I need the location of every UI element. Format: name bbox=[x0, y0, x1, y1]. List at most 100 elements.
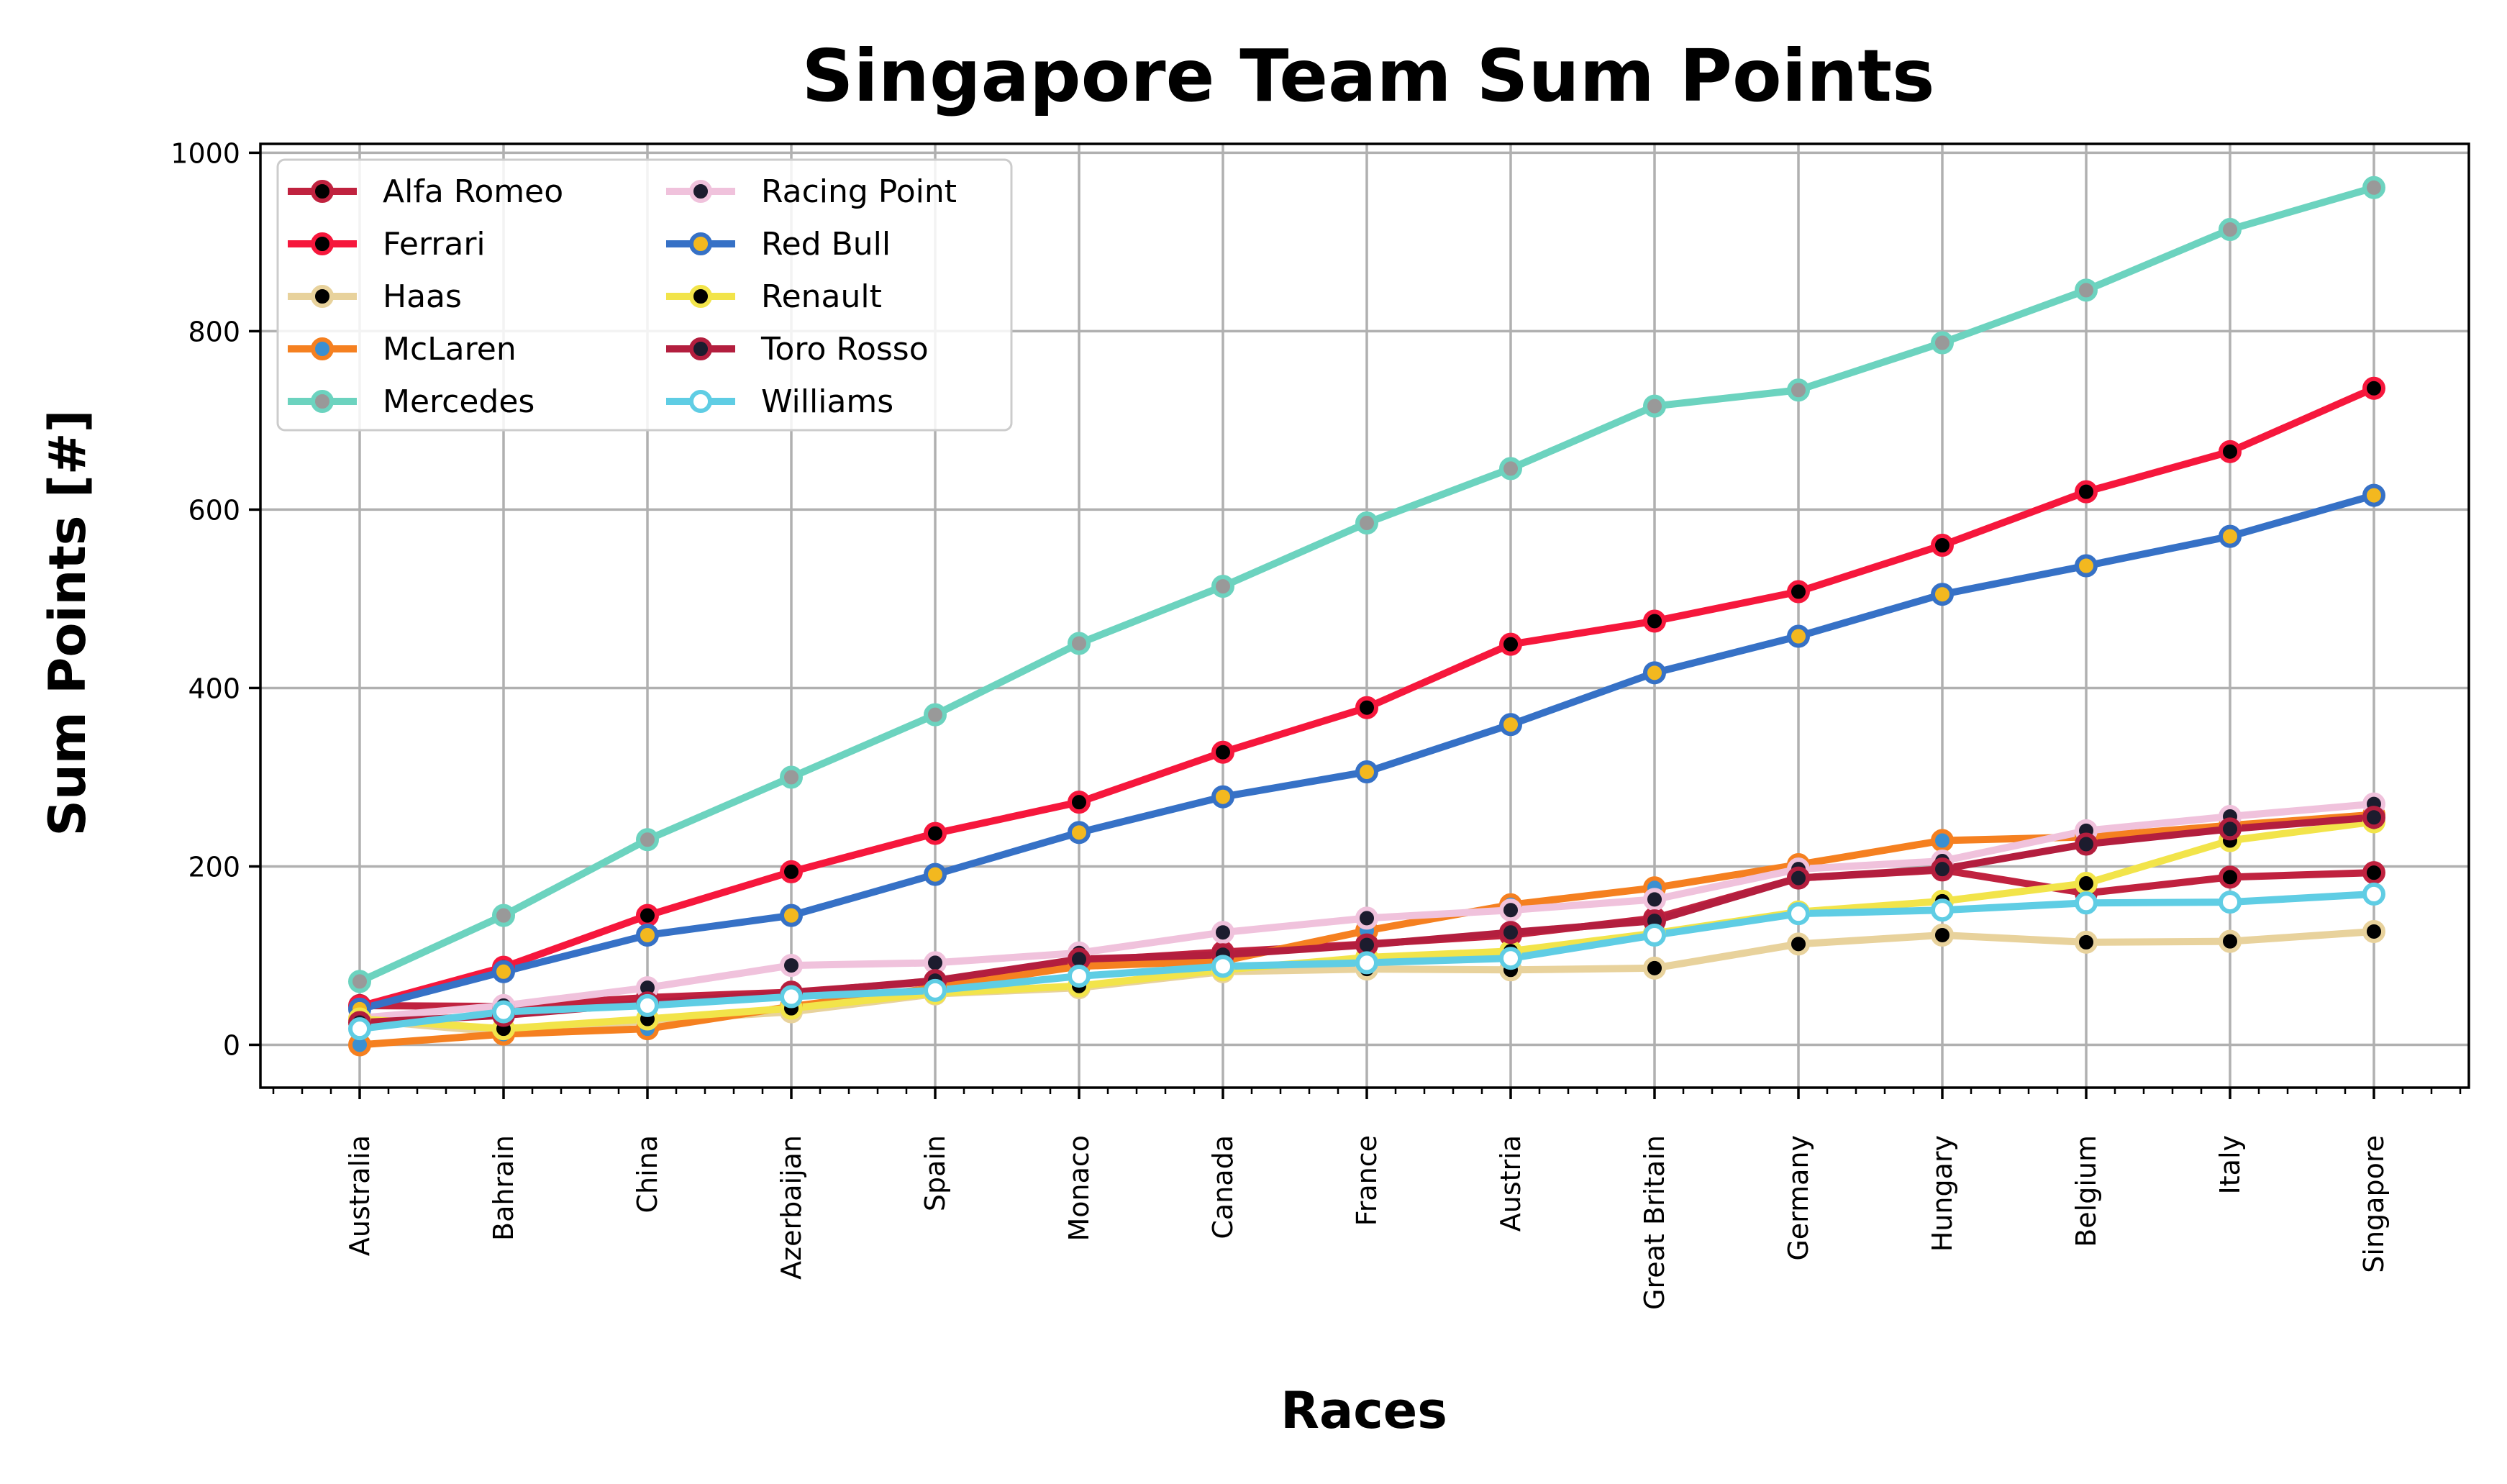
data-point bbox=[780, 903, 803, 927]
data-point bbox=[1355, 951, 1378, 975]
data-point bbox=[2219, 440, 2242, 463]
data-point bbox=[2075, 891, 2098, 915]
y-tick-label: 1000 bbox=[170, 137, 240, 169]
legend-label: Renault bbox=[761, 278, 882, 315]
legend-label: Mercedes bbox=[383, 383, 534, 420]
legend-swatch-marker bbox=[689, 390, 712, 413]
legend: Alfa Romeo Ferrari Haas McLaren Mercedes Raci… bbox=[276, 158, 1013, 432]
data-point bbox=[2362, 919, 2385, 943]
data-point bbox=[1355, 760, 1378, 784]
data-point bbox=[1355, 906, 1378, 930]
y-tick-label: 800 bbox=[188, 316, 240, 347]
data-point bbox=[1499, 713, 1522, 737]
data-point bbox=[1355, 511, 1378, 535]
data-point bbox=[1787, 932, 1810, 956]
data-point bbox=[1499, 921, 1522, 944]
data-point bbox=[1931, 829, 1954, 852]
data-point bbox=[2362, 861, 2385, 885]
legend-label: Williams bbox=[761, 383, 893, 420]
data-point bbox=[780, 954, 803, 978]
data-point bbox=[492, 1000, 515, 1024]
data-point bbox=[2219, 865, 2242, 889]
data-point bbox=[1643, 923, 1666, 947]
data-point bbox=[492, 960, 515, 983]
data-point bbox=[1211, 740, 1234, 764]
y-tick-label: 0 bbox=[223, 1029, 240, 1061]
x-tick-label: Azerbaijan bbox=[775, 1135, 807, 1280]
legend-label: McLaren bbox=[383, 331, 517, 368]
data-point bbox=[2075, 554, 2098, 578]
data-point bbox=[1931, 857, 1954, 881]
data-point bbox=[2075, 930, 2098, 954]
data-point bbox=[2075, 278, 2098, 302]
legend-swatch-marker bbox=[689, 232, 712, 255]
data-point bbox=[1787, 902, 1810, 926]
data-point bbox=[2075, 872, 2098, 896]
legend-swatch-marker bbox=[689, 337, 712, 360]
data-point bbox=[2075, 832, 2098, 856]
data-point bbox=[1643, 956, 1666, 980]
data-point bbox=[2219, 891, 2242, 914]
data-point bbox=[2362, 176, 2385, 199]
data-point bbox=[636, 923, 659, 947]
y-tick-label: 400 bbox=[188, 673, 240, 704]
x-tick-label: Singapore bbox=[2358, 1135, 2390, 1273]
legend-swatch-marker bbox=[311, 337, 334, 360]
data-point bbox=[2219, 524, 2242, 548]
data-point bbox=[924, 862, 947, 886]
x-tick-label: Australia bbox=[344, 1135, 376, 1256]
x-tick-label: Austria bbox=[1495, 1135, 1527, 1232]
x-tick-label: Spain bbox=[919, 1135, 951, 1211]
plot-frame bbox=[259, 142, 2470, 1089]
data-point bbox=[1931, 331, 1954, 355]
data-point bbox=[2362, 376, 2385, 400]
data-point bbox=[1787, 624, 1810, 648]
data-point bbox=[1068, 964, 1091, 988]
data-point bbox=[2362, 882, 2385, 906]
data-point bbox=[636, 828, 659, 852]
data-point bbox=[1643, 661, 1666, 685]
data-point bbox=[1499, 632, 1522, 656]
data-point bbox=[1211, 785, 1234, 809]
data-point bbox=[1931, 898, 1954, 922]
data-point bbox=[348, 1017, 371, 1041]
y-tick-label: 600 bbox=[188, 494, 240, 526]
legend-swatch-marker bbox=[689, 180, 712, 203]
legend-box bbox=[276, 158, 1013, 432]
legend-swatch-marker bbox=[311, 285, 334, 308]
data-point bbox=[1787, 866, 1810, 890]
data-point bbox=[1787, 580, 1810, 604]
data-point bbox=[1211, 921, 1234, 944]
x-tick-label: Canada bbox=[1207, 1135, 1239, 1239]
data-point bbox=[348, 970, 371, 993]
x-tick-label: Monaco bbox=[1063, 1135, 1095, 1242]
data-point bbox=[492, 903, 515, 927]
data-point bbox=[1499, 457, 1522, 481]
legend-label: Haas bbox=[383, 278, 462, 315]
x-tick-label: Italy bbox=[2214, 1135, 2246, 1194]
data-point bbox=[1499, 898, 1522, 922]
data-point bbox=[1355, 696, 1378, 719]
data-point bbox=[780, 985, 803, 1009]
data-point bbox=[924, 821, 947, 845]
data-point bbox=[636, 903, 659, 927]
data-point bbox=[2362, 806, 2385, 829]
data-point bbox=[1643, 609, 1666, 633]
data-point bbox=[1211, 955, 1234, 978]
data-point bbox=[2219, 218, 2242, 242]
legend-label: Alfa Romeo bbox=[383, 173, 563, 210]
legend-swatch-marker bbox=[311, 232, 334, 255]
legend-swatch-marker bbox=[311, 390, 334, 413]
data-point bbox=[924, 703, 947, 727]
legend-swatch-marker bbox=[311, 180, 334, 203]
data-point bbox=[2075, 480, 2098, 504]
data-point bbox=[1931, 923, 1954, 947]
data-point bbox=[1499, 947, 1522, 970]
data-point bbox=[780, 860, 803, 883]
x-tick-label: Great Britain bbox=[1639, 1135, 1670, 1310]
legend-label: Ferrari bbox=[383, 226, 486, 263]
chart-title: Singapore Team Sum Points bbox=[801, 34, 1934, 118]
data-point bbox=[2219, 817, 2242, 841]
data-point bbox=[1643, 888, 1666, 911]
